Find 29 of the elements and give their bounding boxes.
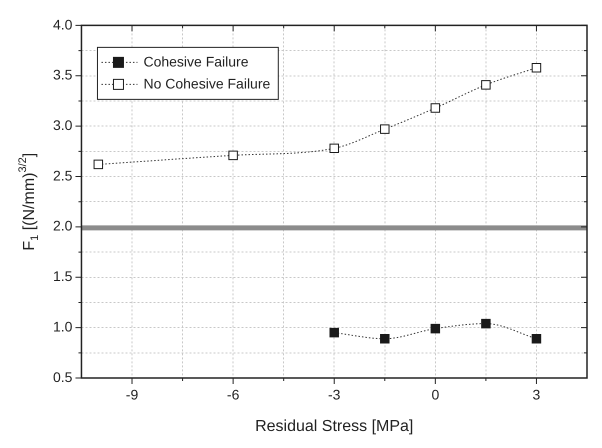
y-tick-label: 1.5 — [52, 268, 73, 284]
x-tick-label: -9 — [126, 386, 138, 402]
x-tick-label: -3 — [328, 386, 341, 402]
point — [430, 103, 440, 113]
text: 4.0 — [52, 16, 72, 32]
x-tick-label: 0 — [431, 386, 440, 402]
point — [94, 160, 104, 170]
text: 2.0 — [52, 218, 72, 234]
text: 3.0 — [52, 117, 72, 133]
y-tick-label: 2.5 — [52, 167, 73, 184]
y-axis-title: F1 [(N/mm)3/2] — [17, 152, 41, 251]
x-tick-label: 3 — [532, 386, 541, 402]
point — [430, 324, 440, 334]
point — [380, 334, 390, 344]
legend-label: No Cohesive Failure — [143, 75, 271, 92]
point — [532, 62, 542, 72]
x-axis-title: Residual Stress [MPa] — [255, 418, 414, 435]
point — [481, 80, 491, 90]
legend-label: Cohesive Failure — [143, 53, 249, 70]
point — [329, 144, 339, 154]
point — [329, 328, 339, 338]
point — [380, 124, 390, 134]
y-tick-label: 3.5 — [52, 66, 73, 83]
point — [532, 334, 542, 344]
x-tick-label: -6 — [226, 386, 240, 402]
point — [481, 318, 491, 328]
text: 1.0 — [52, 318, 72, 334]
y-tick-label: 0.5 — [52, 368, 73, 385]
point — [228, 150, 238, 160]
